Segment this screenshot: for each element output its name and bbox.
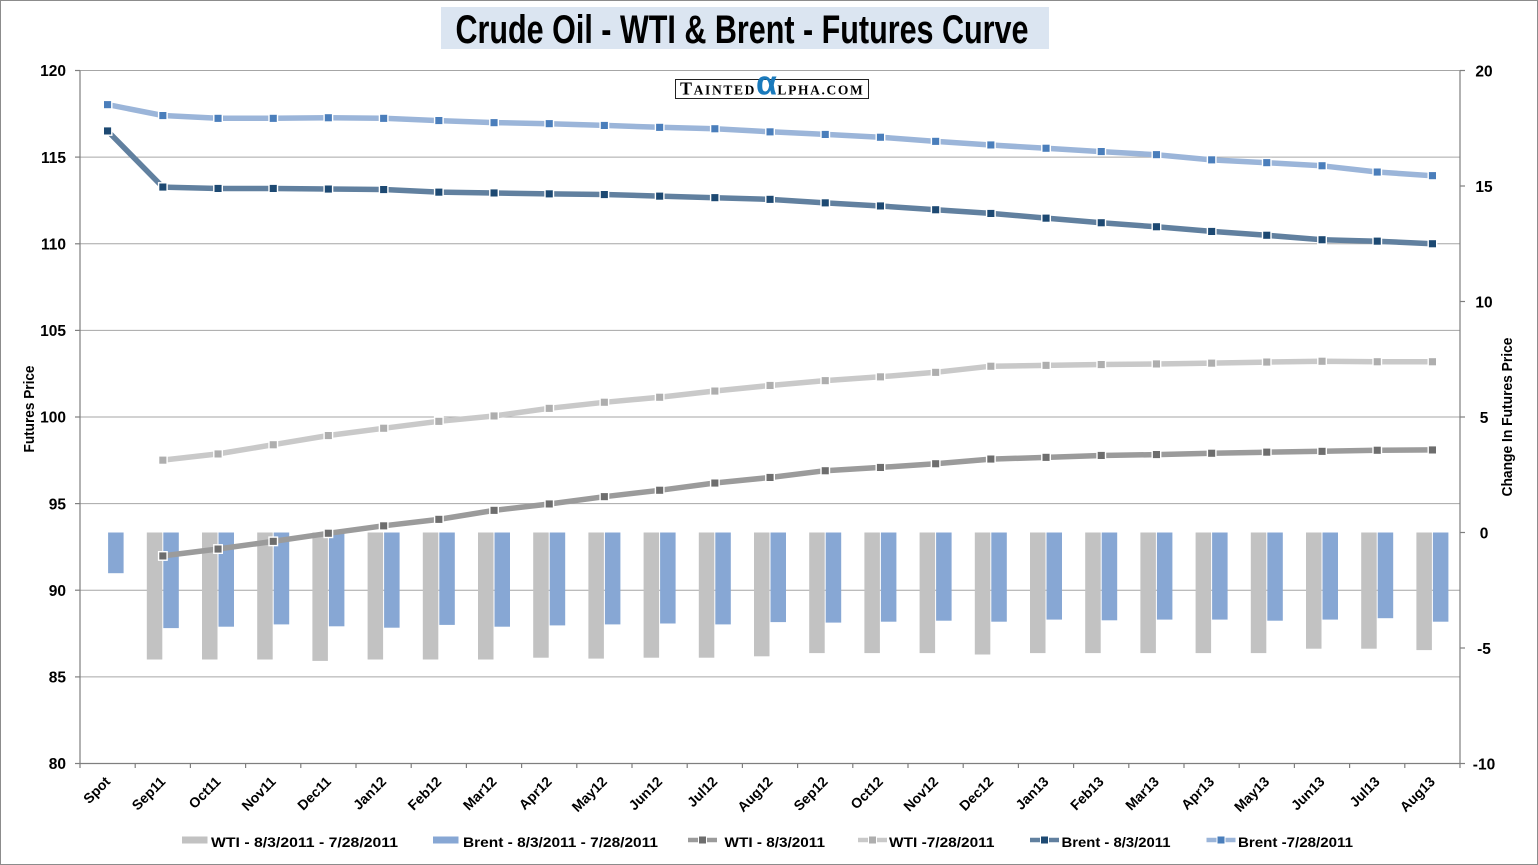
svg-text:95: 95: [49, 496, 67, 513]
svg-text:85: 85: [49, 670, 67, 687]
svg-text:Brent -7/28/2011: Brent -7/28/2011: [1238, 834, 1353, 850]
svg-text:20: 20: [1475, 63, 1492, 80]
svg-text:10: 10: [1475, 294, 1492, 311]
svg-text:WTI - 8/3/2011 - 7/28/2011: WTI - 8/3/2011 - 7/28/2011: [211, 834, 398, 850]
svg-text:WTI - 8/3/2011: WTI - 8/3/2011: [725, 834, 826, 850]
svg-text:0: 0: [1480, 525, 1489, 542]
svg-text:-5: -5: [1477, 641, 1491, 658]
svg-text:100: 100: [40, 410, 66, 427]
svg-text:TAINTEDαLPHA.COM: TAINTEDαLPHA.COM: [680, 65, 864, 103]
svg-text:Brent - 8/3/2011: Brent - 8/3/2011: [1062, 834, 1171, 850]
svg-text:120: 120: [40, 63, 66, 80]
svg-text:15: 15: [1475, 179, 1493, 196]
svg-text:115: 115: [41, 150, 66, 167]
svg-text:90: 90: [49, 583, 66, 600]
svg-text:5: 5: [1480, 410, 1489, 427]
svg-text:Change In Futures Price: Change In Futures Price: [1499, 338, 1516, 497]
svg-text:Crude Oil - WTI & Brent - Futu: Crude Oil - WTI & Brent - Futures Curve: [456, 8, 1029, 52]
svg-text:-10: -10: [1473, 756, 1495, 773]
svg-text:80: 80: [49, 756, 66, 773]
svg-text:Futures Price: Futures Price: [21, 366, 38, 453]
svg-text:WTI -7/28/2011: WTI -7/28/2011: [889, 834, 995, 850]
svg-text:110: 110: [41, 236, 66, 253]
svg-text:Brent - 8/3/2011 - 7/28/2011: Brent - 8/3/2011 - 7/28/2011: [463, 834, 658, 850]
svg-text:105: 105: [40, 323, 66, 340]
